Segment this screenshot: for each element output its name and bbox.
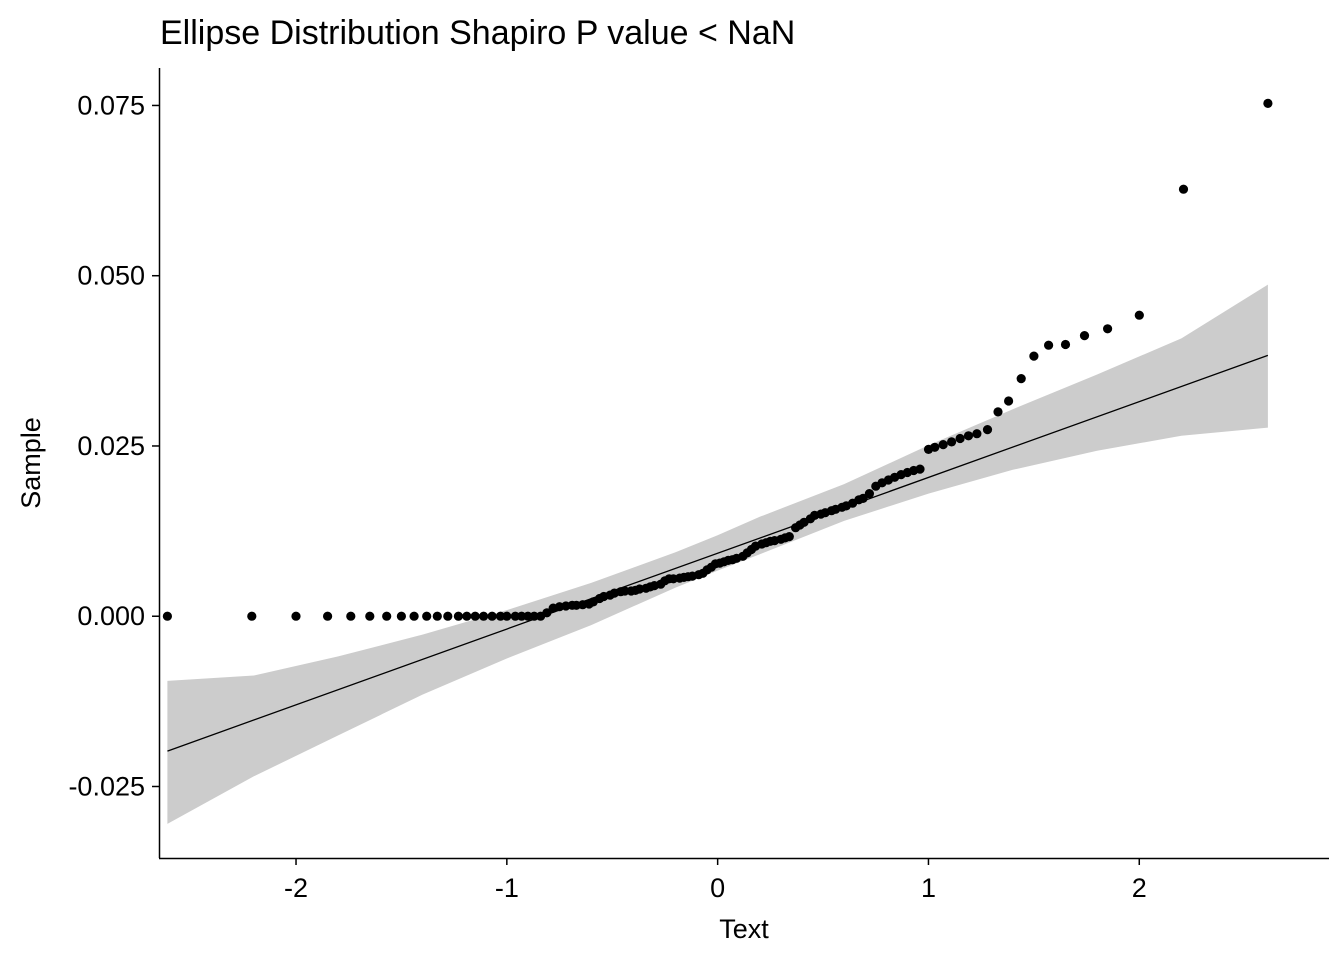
y-tick-label: 0.050 [77,261,145,291]
data-point [938,440,948,450]
confidence-band [167,284,1268,824]
data-point [963,431,974,441]
data-point [470,611,480,621]
data-point [291,611,301,621]
data-point [858,493,868,503]
data-point [972,429,982,439]
data-point [517,611,527,621]
data-point [1060,339,1071,350]
data-point [409,611,419,621]
data-point [382,611,392,621]
data-point [479,611,489,621]
data-point [365,611,375,621]
data-point [510,611,520,621]
data-point [1134,310,1144,320]
data-point [1016,374,1026,384]
y-tick-label: 0.075 [77,90,145,120]
x-tick-label: 0 [710,873,725,903]
x-axis-ticks: -2 -1 0 1 2 [284,858,1147,903]
x-tick-label: -2 [284,873,308,903]
data-point [1029,351,1039,361]
x-tick-label: -1 [495,873,519,903]
data-point [396,611,406,621]
data-point [864,489,875,499]
y-tick-label: 0.025 [77,431,145,461]
data-point [982,425,993,435]
data-point [487,611,497,621]
data-point [529,611,539,621]
data-point [620,586,630,596]
data-point [784,532,794,542]
data-point [1044,340,1054,350]
data-point [523,611,533,621]
sample-points [162,98,1273,621]
data-point [247,611,257,621]
data-point [346,611,356,621]
data-point [162,611,172,621]
y-axis-ticks: -0.025 0.000 0.025 0.050 0.075 [68,90,159,801]
data-point [915,464,925,474]
data-point [993,407,1003,417]
data-point [323,611,333,621]
data-point [1103,324,1113,334]
data-point [955,433,965,444]
plot-area [162,98,1273,824]
data-point [930,442,940,452]
y-axis-title: Sample [16,417,46,509]
data-point [947,437,957,447]
reference-line [167,354,1269,752]
data-point [542,608,552,618]
data-point [1178,184,1189,194]
x-tick-label: 2 [1132,873,1147,903]
chart-title: Ellipse Distribution Shapiro P value < N… [160,14,795,52]
data-point [453,611,463,621]
y-tick-label: -0.025 [68,771,145,801]
data-point [422,611,432,621]
x-tick-label: 1 [921,873,936,903]
data-point [432,611,442,621]
data-point [1079,331,1090,341]
data-point [1263,98,1273,108]
data-point [502,611,512,621]
data-point [443,611,453,621]
data-point [495,611,506,621]
data-point [462,611,472,621]
data-point [1004,396,1014,406]
x-axis-title: Text [719,914,769,944]
y-tick-label: 0.000 [77,601,145,631]
